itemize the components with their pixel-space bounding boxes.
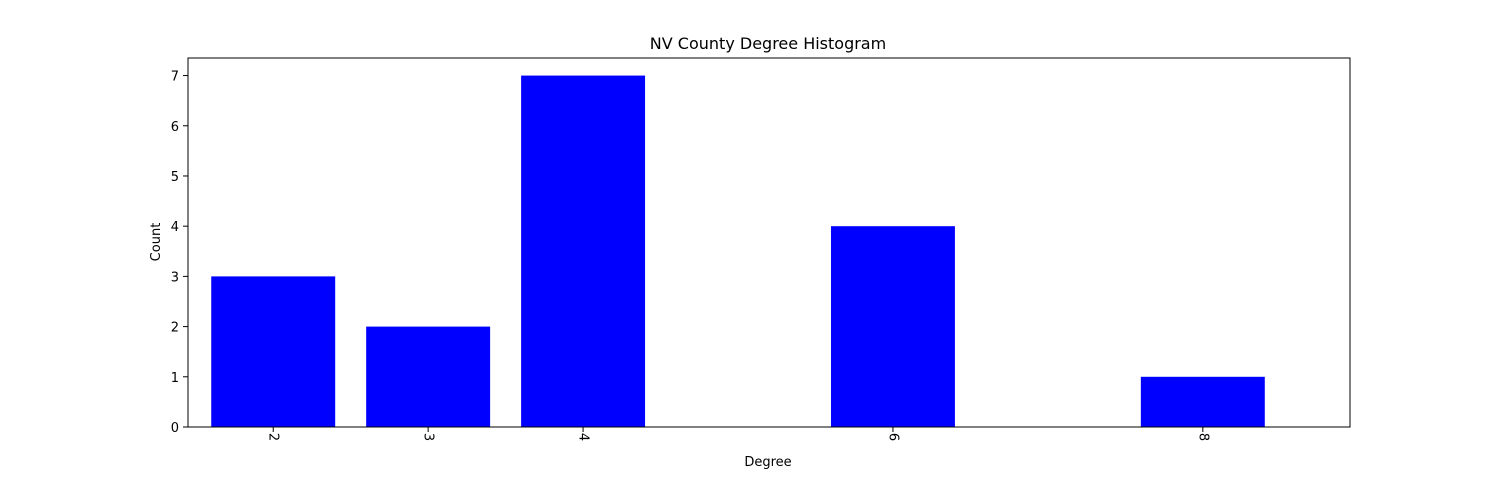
bar-degree-4	[521, 75, 646, 427]
y-axis-label: Count	[149, 223, 164, 262]
bars-group	[211, 75, 1265, 427]
chart-title: NV County Degree Histogram	[650, 34, 886, 53]
x-tick-label-4: 4	[576, 433, 591, 441]
y-tick-label-2: 2	[171, 321, 179, 336]
x-axis-ticks: 2 3 4 6 8	[266, 427, 1210, 441]
y-tick-label-6: 6	[171, 120, 179, 135]
x-tick-label-8: 8	[1195, 433, 1210, 441]
bar-degree-8	[1140, 376, 1265, 427]
y-tick-label-4: 4	[171, 220, 179, 235]
y-axis-ticks: 0 1 2 3 4 5 6 7	[171, 70, 188, 436]
y-tick-label-0: 0	[171, 421, 179, 436]
y-tick-label-5: 5	[171, 170, 179, 185]
x-axis-label: Degree	[744, 455, 791, 470]
x-tick-label-3: 3	[421, 433, 436, 441]
bar-degree-3	[366, 326, 491, 427]
y-tick-label-7: 7	[171, 70, 179, 85]
x-tick-label-6: 6	[885, 433, 900, 441]
plot-frame	[187, 57, 1351, 428]
x-tick-label-2: 2	[266, 433, 281, 441]
bar-degree-2	[211, 276, 336, 427]
y-tick-label-1: 1	[171, 371, 179, 386]
y-tick-label-3: 3	[171, 270, 179, 285]
bar-degree-6	[830, 226, 955, 427]
